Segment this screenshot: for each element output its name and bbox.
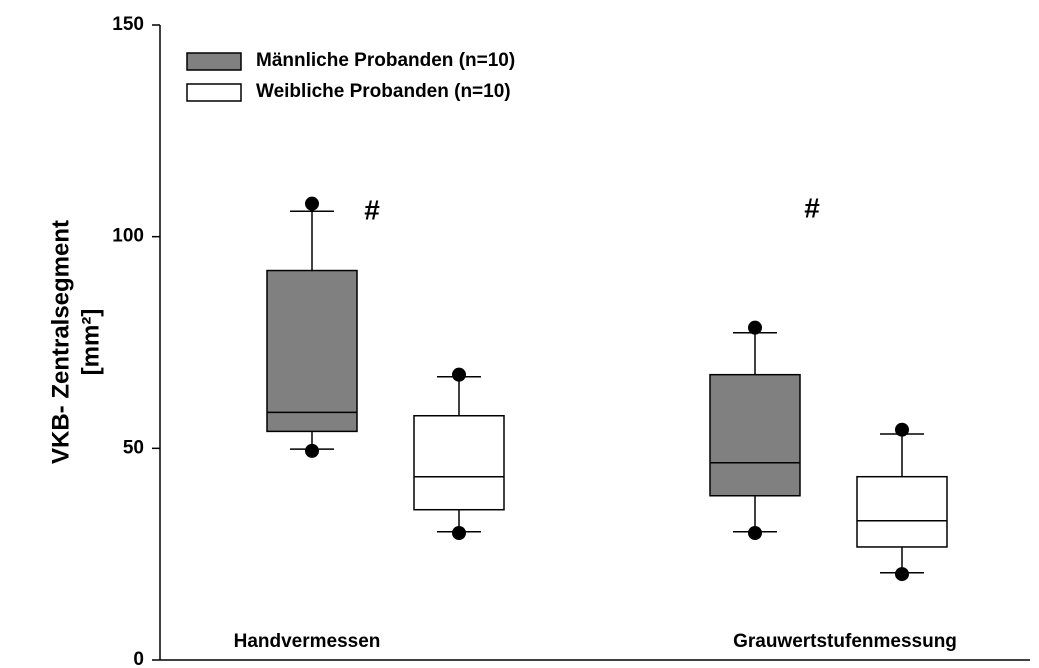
legend-swatch bbox=[186, 83, 242, 102]
outlier bbox=[305, 443, 319, 458]
y-tick-label: 100 bbox=[112, 226, 144, 247]
annotation: # bbox=[364, 194, 380, 225]
outlier bbox=[895, 422, 909, 437]
legend-swatch bbox=[186, 52, 242, 71]
legend-label: Männliche Probanden (n=10) bbox=[256, 50, 515, 71]
y-axis-label: [mm²] bbox=[77, 309, 104, 376]
outlier bbox=[748, 526, 762, 540]
y-axis-label: VKB- Zentralsegment bbox=[47, 220, 74, 464]
outlier bbox=[452, 367, 466, 382]
box bbox=[856, 475, 948, 548]
outlier bbox=[305, 196, 319, 211]
y-tick-label: 150 bbox=[112, 14, 144, 35]
outlier bbox=[748, 320, 762, 335]
box bbox=[709, 373, 801, 497]
x-tick-label: Grauwertstufenmessung bbox=[733, 631, 957, 652]
legend-label: Weibliche Probanden (n=10) bbox=[256, 81, 511, 102]
y-tick-label: 0 bbox=[133, 649, 144, 668]
outlier bbox=[452, 526, 466, 540]
x-tick-label: Handvermessen bbox=[234, 631, 381, 652]
annotation: # bbox=[804, 192, 820, 223]
outlier bbox=[895, 567, 909, 582]
box bbox=[413, 414, 505, 511]
box bbox=[266, 269, 358, 433]
y-tick-label: 50 bbox=[123, 437, 144, 458]
